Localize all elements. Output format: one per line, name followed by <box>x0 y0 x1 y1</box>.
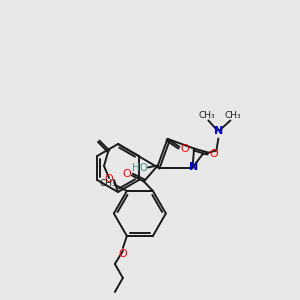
Text: N: N <box>214 127 223 136</box>
Text: O: O <box>122 169 131 179</box>
Text: CH₃: CH₃ <box>100 179 116 188</box>
Text: O: O <box>105 174 113 184</box>
Text: O: O <box>118 249 127 259</box>
Text: N: N <box>189 163 198 172</box>
Text: O: O <box>210 148 218 158</box>
Text: CH₃: CH₃ <box>224 111 241 120</box>
Text: CH₃: CH₃ <box>198 111 215 120</box>
Text: HO: HO <box>132 164 148 173</box>
Text: O: O <box>180 144 189 154</box>
